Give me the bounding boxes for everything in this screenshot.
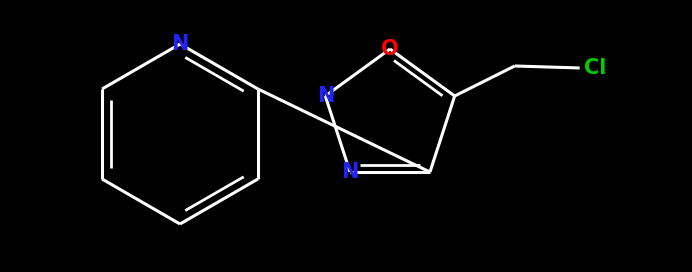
Text: N: N (317, 86, 334, 106)
Text: N: N (172, 34, 189, 54)
Text: N: N (341, 162, 358, 182)
Text: O: O (381, 39, 399, 59)
Text: Cl: Cl (583, 58, 606, 78)
